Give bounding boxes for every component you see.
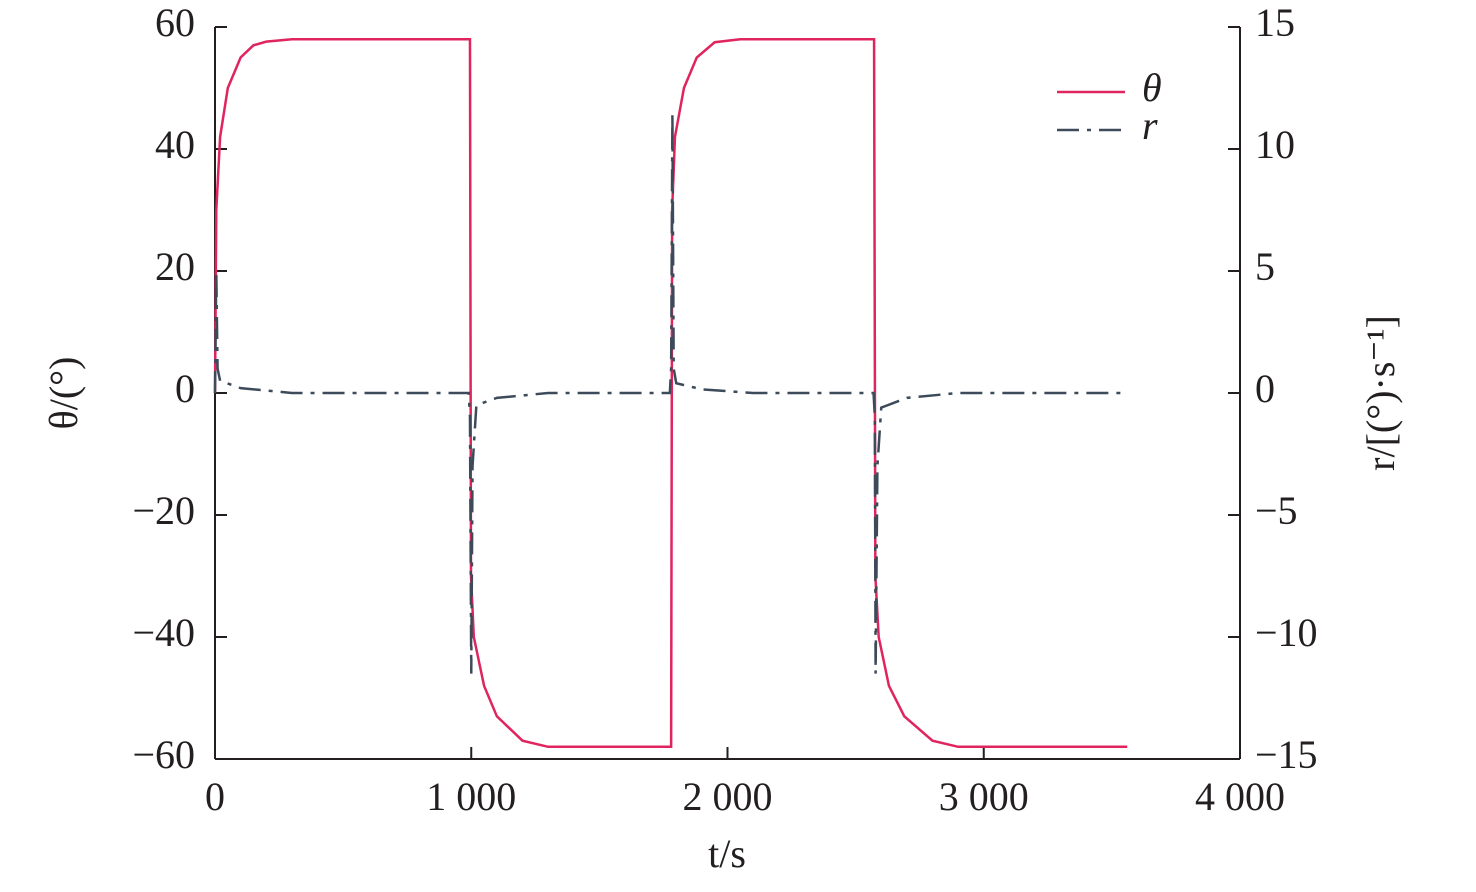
y2-tick-label: −5 [1255, 488, 1298, 533]
y2-tick-label: 5 [1255, 244, 1275, 289]
y-tick-label: −20 [132, 488, 195, 533]
series-line [213, 112, 1128, 674]
y2-tick-label: 0 [1255, 366, 1275, 411]
x-tick-label: 0 [205, 774, 225, 819]
x-axis-label: t/s [708, 831, 746, 876]
y2-tick-label: −10 [1255, 610, 1318, 655]
y-tick-label: −40 [132, 610, 195, 655]
y2-tick-label: −15 [1255, 732, 1318, 777]
legend-label: r [1142, 103, 1158, 148]
y-tick-label: 0 [175, 366, 195, 411]
y-axis-label: θ/(°) [41, 357, 86, 430]
y-tick-label: −60 [132, 732, 195, 777]
y-tick-label: 60 [155, 0, 195, 45]
y2-tick-label: 10 [1255, 122, 1295, 167]
y2-axis-label: r/[(°)·s⁻¹] [1358, 315, 1403, 471]
series-line [213, 37, 1128, 749]
y2-tick-label: 15 [1255, 0, 1295, 45]
y-tick-label: 20 [155, 244, 195, 289]
y-tick-label: 40 [155, 122, 195, 167]
x-tick-label: 3 000 [939, 774, 1029, 819]
x-tick-label: 2 000 [683, 774, 773, 819]
x-tick-label: 4 000 [1195, 774, 1285, 819]
legend-label: θ [1142, 65, 1162, 110]
x-tick-label: 1 000 [426, 774, 516, 819]
